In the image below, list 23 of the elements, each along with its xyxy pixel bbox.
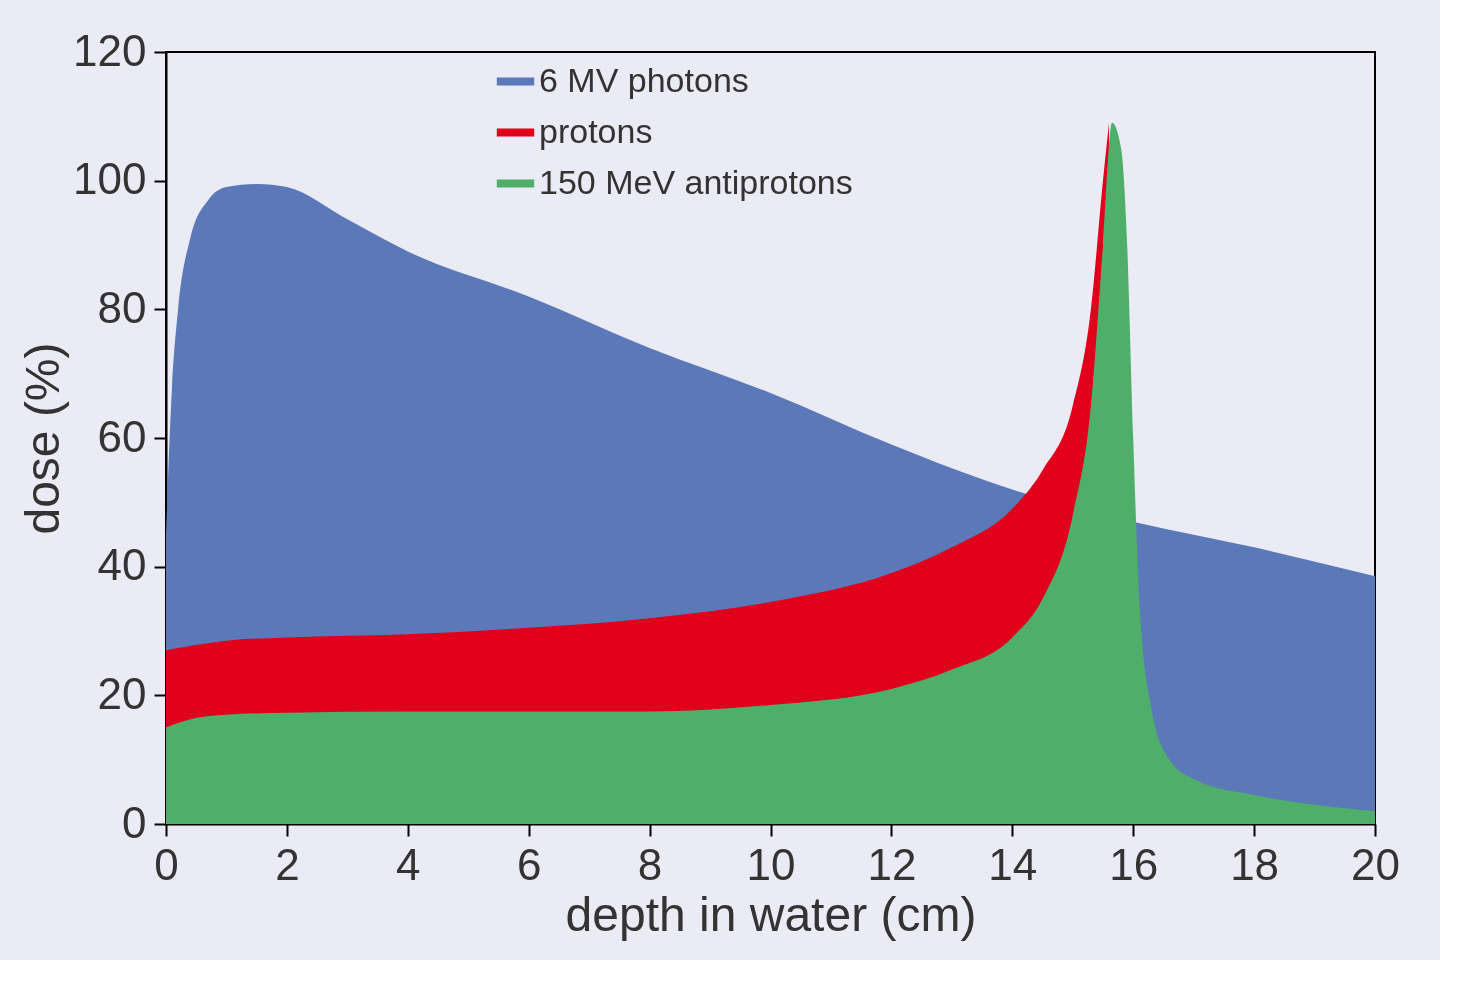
x-tick-label: 20 [1351, 839, 1400, 889]
x-tick-label: 10 [746, 839, 796, 889]
x-tick-label: 2 [275, 839, 300, 889]
legend-label: 6 MV photons [539, 60, 749, 99]
y-tick-label: 80 [97, 282, 147, 332]
x-tick-label: 0 [154, 839, 179, 889]
x-tick-label: 6 [516, 839, 542, 889]
legend-label: protons [539, 111, 653, 150]
y-axis-title: dose (%) [16, 342, 70, 535]
x-tick-label: 18 [1230, 839, 1280, 889]
x-axis-title: depth in water (cm) [565, 887, 977, 941]
x-tick-label: 12 [867, 839, 917, 889]
x-tick-label: 4 [396, 839, 421, 889]
x-tick-label: 8 [637, 839, 663, 889]
x-tick-label: 16 [1109, 839, 1159, 889]
y-tick-label: 20 [97, 668, 147, 718]
legend-label: 150 MeV antiprotons [539, 162, 853, 201]
y-tick-label: 0 [122, 797, 147, 847]
y-tick-label: 100 [73, 154, 147, 204]
x-tick-label: 14 [988, 839, 1038, 889]
y-tick-label: 120 [73, 25, 147, 75]
y-tick-label: 40 [97, 540, 147, 590]
y-tick-label: 60 [97, 411, 147, 461]
